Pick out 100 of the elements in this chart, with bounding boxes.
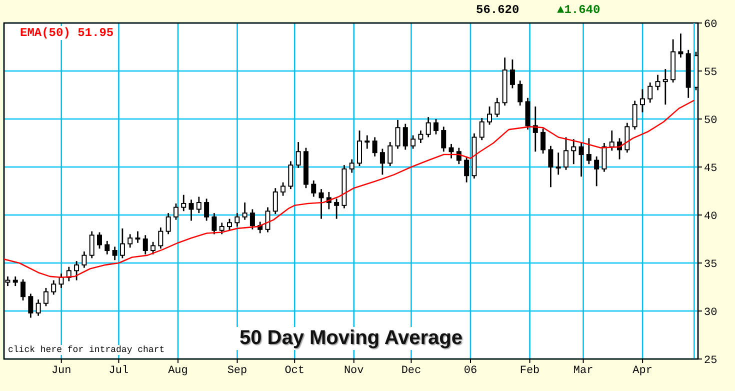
text: 50 Day Moving Average bbox=[235, 327, 467, 350]
candlestick bbox=[464, 156, 470, 184]
candlestick bbox=[142, 234, 148, 256]
candlestick bbox=[250, 208, 255, 230]
candlestick bbox=[578, 142, 584, 178]
candlestick bbox=[43, 287, 48, 307]
candlestick bbox=[158, 226, 164, 250]
candlestick bbox=[364, 134, 370, 150]
candlestick bbox=[632, 100, 638, 130]
candlestick bbox=[82, 250, 87, 268]
candlestick bbox=[318, 188, 324, 220]
candlestick bbox=[556, 152, 561, 176]
candlestick bbox=[272, 187, 278, 215]
candlestick bbox=[196, 196, 202, 214]
candlestick bbox=[586, 138, 592, 165]
candlestick bbox=[532, 106, 538, 152]
candlestick bbox=[540, 128, 546, 154]
candlestick bbox=[334, 198, 340, 220]
candlestick bbox=[166, 212, 171, 235]
annotation: click here for intraday chart bbox=[6, 345, 167, 355]
candlestick bbox=[12, 276, 18, 287]
candlestick bbox=[487, 106, 492, 126]
text: ▲1.640 bbox=[557, 3, 600, 17]
candlestick bbox=[624, 122, 630, 154]
candlestick bbox=[372, 136, 378, 158]
candlestick bbox=[602, 142, 607, 172]
y-tick-label: 45 bbox=[704, 162, 718, 175]
candlestick bbox=[448, 143, 454, 160]
candlestick bbox=[510, 58, 515, 89]
candlestick bbox=[655, 74, 660, 91]
y-tick-label: 60 bbox=[704, 18, 718, 31]
x-tick-label: Mar bbox=[573, 364, 594, 377]
candlestick bbox=[311, 180, 316, 198]
candlestick bbox=[104, 240, 110, 256]
candlestick bbox=[456, 147, 462, 165]
candlestick bbox=[525, 97, 530, 130]
candlestick bbox=[212, 212, 217, 235]
x-tick-label: Dec bbox=[401, 364, 422, 377]
candlestick bbox=[128, 234, 133, 248]
y-tick-label: 30 bbox=[704, 306, 718, 319]
candlestick bbox=[548, 145, 554, 188]
candlestick bbox=[36, 298, 41, 316]
candlestick bbox=[594, 156, 600, 187]
candlestick bbox=[388, 141, 393, 167]
x-tick-label: Sep bbox=[227, 364, 248, 377]
text: 56.620 bbox=[476, 3, 520, 17]
candlestick bbox=[219, 222, 224, 235]
x-tick-label: Oct bbox=[284, 364, 305, 377]
y-tick-label: 25 bbox=[704, 354, 718, 367]
y-tick-label: 55 bbox=[704, 66, 718, 79]
y-tick-label: 50 bbox=[704, 114, 718, 127]
candlestick bbox=[120, 228, 125, 259]
candlestick bbox=[678, 32, 684, 58]
x-tick-label: Feb bbox=[520, 364, 540, 377]
candlestick bbox=[640, 88, 645, 113]
candlestick bbox=[188, 198, 194, 222]
candlestick bbox=[662, 68, 668, 106]
candlestick bbox=[296, 141, 301, 169]
candlestick bbox=[402, 123, 408, 150]
candlestick bbox=[288, 160, 294, 190]
x-tick-label: Nov bbox=[344, 364, 364, 377]
candlestick bbox=[135, 230, 140, 244]
candlestick bbox=[479, 117, 484, 141]
candlestick bbox=[28, 293, 34, 318]
candlestick bbox=[181, 194, 186, 212]
candlestick bbox=[280, 182, 286, 196]
candlestick bbox=[518, 80, 523, 106]
candlestick bbox=[380, 148, 385, 176]
candlestick bbox=[112, 246, 118, 261]
candlestick bbox=[204, 198, 210, 222]
candlestick bbox=[227, 218, 232, 232]
candlestick bbox=[96, 232, 102, 250]
candlestick bbox=[418, 130, 424, 144]
candlestick bbox=[494, 97, 500, 118]
candlestick bbox=[426, 116, 431, 138]
x-tick-label: 06 bbox=[464, 364, 478, 377]
candlestick bbox=[357, 130, 362, 167]
y-tick-label: 35 bbox=[704, 258, 718, 271]
candlestick bbox=[74, 260, 80, 281]
candlestick bbox=[234, 212, 240, 228]
candlestick bbox=[89, 230, 94, 259]
candlestick bbox=[410, 134, 416, 150]
candlestick bbox=[173, 202, 178, 220]
candlestick bbox=[571, 138, 576, 165]
text: EMA(50) 51.95 bbox=[20, 26, 114, 40]
candlestick bbox=[441, 126, 446, 152]
candlestick bbox=[20, 278, 26, 302]
candlestick bbox=[242, 202, 248, 220]
candlestick bbox=[265, 206, 270, 233]
x-tick-label: Apr bbox=[632, 364, 652, 377]
candlestick bbox=[563, 136, 568, 171]
y-tick-label: 40 bbox=[704, 210, 718, 223]
candlestick bbox=[349, 158, 354, 174]
x-tick-label: Aug bbox=[168, 364, 188, 377]
x-tick-label: Jul bbox=[108, 364, 129, 377]
candlestick bbox=[150, 241, 156, 256]
x-tick-label: Jun bbox=[51, 364, 72, 377]
candlestick bbox=[648, 82, 653, 104]
candlestick bbox=[395, 119, 400, 150]
candlestick bbox=[433, 118, 438, 136]
